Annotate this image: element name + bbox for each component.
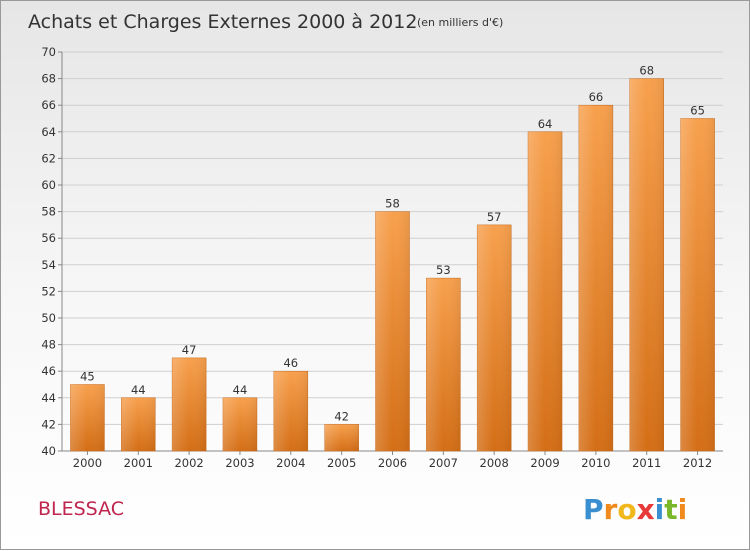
data-label: 68 — [639, 64, 654, 78]
y-tick-label: 42 — [41, 417, 56, 431]
y-tick-label: 66 — [41, 98, 56, 112]
y-tick-label: 52 — [41, 284, 56, 298]
y-tick-label: 56 — [41, 231, 56, 245]
x-tick-label: 2002 — [174, 456, 203, 470]
logo-letter: i — [655, 493, 665, 526]
data-label: 66 — [589, 90, 604, 104]
x-tick-label: 2010 — [581, 456, 610, 470]
data-label: 58 — [385, 197, 400, 211]
data-label: 44 — [233, 383, 248, 397]
x-tick-labels: 2000 2001 2002 2003 2004 2005 2006 2007 2008 2009… — [73, 456, 712, 470]
bar-shade — [680, 118, 715, 451]
y-tick-label: 54 — [41, 258, 56, 272]
logo-letter: i — [678, 493, 688, 526]
data-label: 47 — [182, 343, 197, 357]
chart-title: Achats et Charges Externes 2000 à 2012 — [28, 11, 417, 33]
logo-letter: o — [617, 493, 636, 526]
y-tick-label: 40 — [41, 444, 56, 458]
x-tick-label: 2005 — [327, 456, 356, 470]
x-tick-label: 2011 — [632, 456, 661, 470]
bar-shade — [375, 211, 410, 451]
bar-shade — [121, 397, 156, 451]
bars — [70, 78, 715, 452]
y-tick-label: 58 — [41, 205, 56, 219]
x-tick-label: 2009 — [530, 456, 559, 470]
y-tick-label: 64 — [41, 125, 56, 139]
x-tick-label: 2000 — [73, 456, 102, 470]
commune-name: BLESSAC — [38, 498, 124, 520]
bar-shade — [222, 397, 257, 451]
bar-shade — [324, 424, 359, 451]
data-label: 44 — [131, 383, 146, 397]
bar-shade — [578, 105, 613, 451]
logo-letter: P — [583, 493, 604, 526]
x-tick-label: 2001 — [124, 456, 153, 470]
y-tick-label: 44 — [41, 391, 56, 405]
logo-letter: x — [637, 493, 655, 526]
bar-shade — [528, 131, 563, 452]
data-label: 42 — [334, 409, 349, 423]
data-label: 65 — [690, 104, 705, 118]
chart-subtitle: (en milliers d'€) — [417, 16, 503, 29]
data-label: 57 — [487, 210, 502, 224]
y-tick-label: 70 — [41, 45, 56, 59]
bar-shade — [273, 371, 308, 451]
bar-shade — [426, 278, 461, 451]
data-label: 53 — [436, 263, 451, 277]
data-label: 64 — [538, 117, 553, 131]
bar-shade — [477, 224, 512, 451]
y-tick-label: 60 — [41, 178, 56, 192]
x-tick-label: 2012 — [683, 456, 712, 470]
data-labels: 45 44 47 44 46 42 58 53 57 64 66 68 65 — [80, 64, 705, 424]
data-label: 45 — [80, 370, 95, 384]
y-tick-label: 68 — [41, 72, 56, 86]
bar-shade — [172, 357, 207, 451]
x-tick-label: 2006 — [378, 456, 407, 470]
x-tick-label: 2008 — [480, 456, 509, 470]
bar-shade — [70, 384, 105, 451]
x-tick-label: 2007 — [429, 456, 458, 470]
y-tick-label: 48 — [41, 338, 56, 352]
x-tick-label: 2003 — [225, 456, 254, 470]
logo-letter: t — [664, 493, 677, 526]
y-tick-label: 50 — [41, 311, 56, 325]
x-tick-label: 2004 — [276, 456, 305, 470]
logo-letter: r — [604, 493, 618, 526]
data-label: 46 — [283, 356, 298, 370]
proxiti-logo: Proxiti — [583, 493, 687, 526]
y-tick-label: 62 — [41, 151, 56, 165]
y-tick-labels: 40 42 44 46 48 50 52 54 56 58 60 62 64 66 68 70 — [41, 45, 56, 458]
y-tick-label: 46 — [41, 364, 56, 378]
bar-shade — [629, 78, 664, 451]
